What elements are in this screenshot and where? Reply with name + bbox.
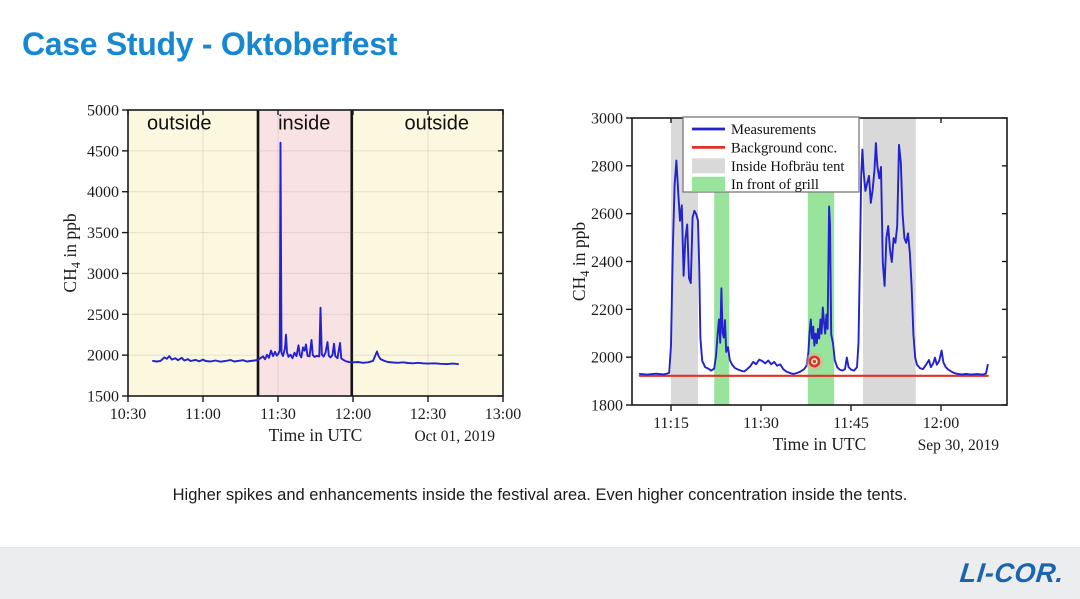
y-tick-label: 5000 bbox=[87, 103, 119, 120]
right-chart: 11:15 11:30 11:45 12:00 1800 2000 2200 2400 2600… bbox=[569, 111, 1008, 454]
y-tick-label: 1800 bbox=[591, 398, 623, 415]
date-label: Oct 01, 2019 bbox=[414, 428, 495, 445]
y-tick-label: 3000 bbox=[591, 111, 623, 128]
legend-label: Inside Hofbräu tent bbox=[731, 159, 844, 175]
figure-caption: Higher spikes and enhancements inside th… bbox=[172, 486, 908, 504]
x-tick-label: 11:30 bbox=[743, 415, 779, 432]
region-label: inside bbox=[278, 113, 330, 135]
measurements-line bbox=[638, 142, 989, 376]
y-tick-label: 2200 bbox=[591, 302, 623, 319]
x-tick-label: 11:45 bbox=[833, 415, 869, 432]
x-tick-label: 13:00 bbox=[485, 406, 521, 423]
region-label: outside bbox=[405, 113, 470, 135]
x-tick-label: 11:00 bbox=[185, 406, 221, 423]
legend-label: In front of grill bbox=[731, 177, 819, 193]
x-tick-label: 12:00 bbox=[923, 415, 959, 432]
x-tick-label: 11:15 bbox=[653, 415, 689, 432]
region-label: outside bbox=[147, 113, 212, 135]
date-label: Sep 30, 2019 bbox=[918, 437, 1000, 454]
y-tick-label: 2500 bbox=[87, 307, 119, 324]
y-tick-label: 4000 bbox=[87, 184, 119, 201]
left-chart: 10:30 11:00 11:30 12:00 12:30 13:00 1500 2000 25… bbox=[60, 103, 521, 446]
measurements-line bbox=[152, 141, 459, 366]
x-tick-label: 12:00 bbox=[335, 406, 371, 423]
y-tick-label: 2000 bbox=[591, 350, 623, 367]
x-tick-label: 10:30 bbox=[110, 406, 146, 423]
y-tick-label: 3500 bbox=[87, 225, 119, 242]
legend-label: Measurements bbox=[731, 122, 816, 138]
band-hofbrau-tent-2 bbox=[863, 118, 916, 405]
y-tick-label: 4500 bbox=[87, 143, 119, 160]
y-tick-label: 1500 bbox=[87, 389, 119, 406]
slide-title: Case Study - Oktoberfest bbox=[22, 26, 398, 62]
legend-box: Measurements Background conc. Inside Hofbr… bbox=[682, 116, 860, 193]
x-axis-label: Time in UTC bbox=[773, 434, 867, 454]
x-axis-label: Time in UTC bbox=[269, 425, 363, 445]
x-tick-label: 12:30 bbox=[410, 406, 446, 423]
y-tick-label: 2800 bbox=[591, 158, 623, 175]
y-tick-label: 2000 bbox=[87, 348, 119, 365]
licor-logo: LI-COR. bbox=[958, 558, 1066, 588]
y-axis-label: CH4 in ppb bbox=[60, 213, 83, 292]
y-tick-label: 2600 bbox=[591, 206, 623, 223]
legend-label: Background conc. bbox=[731, 140, 837, 156]
y-tick-label: 3000 bbox=[87, 266, 119, 283]
x-tick-label: 11:30 bbox=[260, 406, 296, 423]
y-axis-label: CH4 in ppb bbox=[569, 222, 592, 301]
y-tick-label: 2400 bbox=[591, 254, 623, 271]
footer-bar: LI-COR. bbox=[0, 547, 1080, 599]
